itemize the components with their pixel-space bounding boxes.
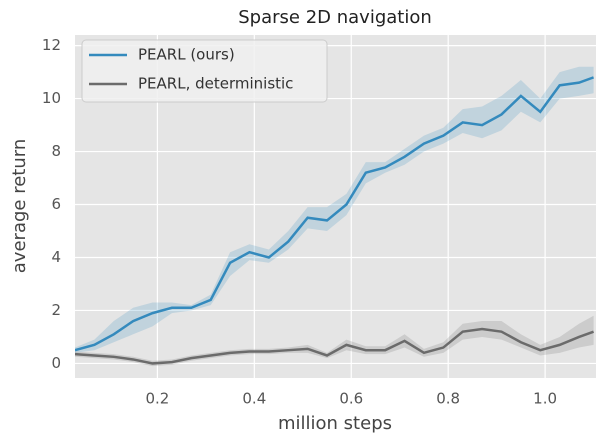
y-tick-label: 8 [51, 142, 61, 160]
y-tick-label: 6 [51, 195, 61, 213]
x-tick-label: 0.6 [339, 390, 363, 408]
y-tick-label: 0 [51, 354, 61, 372]
band [75, 315, 594, 367]
y-tick-label: 4 [51, 248, 61, 266]
band [75, 66, 594, 353]
y-axis-label: average return [9, 139, 30, 273]
legend: PEARL (ours) PEARL, deterministic [81, 39, 328, 103]
legend-label: PEARL (ours) [138, 46, 235, 64]
x-tick-label: 0.4 [242, 390, 266, 408]
legend-label: PEARL, deterministic [138, 75, 293, 93]
x-tick-label: 1.0 [533, 390, 557, 408]
labels: 0 2 4 6 8 10 12 0.2 0.4 0.6 0.8 1.0 [42, 36, 557, 407]
y-tick-label: 12 [42, 36, 61, 54]
y-tick-label: 10 [42, 89, 61, 107]
x-tick-label: 0.2 [145, 390, 169, 408]
legend-box [81, 39, 328, 103]
line [75, 327, 595, 365]
y-tick-label: 2 [51, 301, 61, 319]
x-axis-label: million steps [278, 413, 392, 434]
line [75, 76, 595, 352]
chart-title: Sparse 2D navigation [238, 7, 432, 28]
x-tick-label: 0.8 [436, 390, 460, 408]
marks [75, 66, 595, 367]
